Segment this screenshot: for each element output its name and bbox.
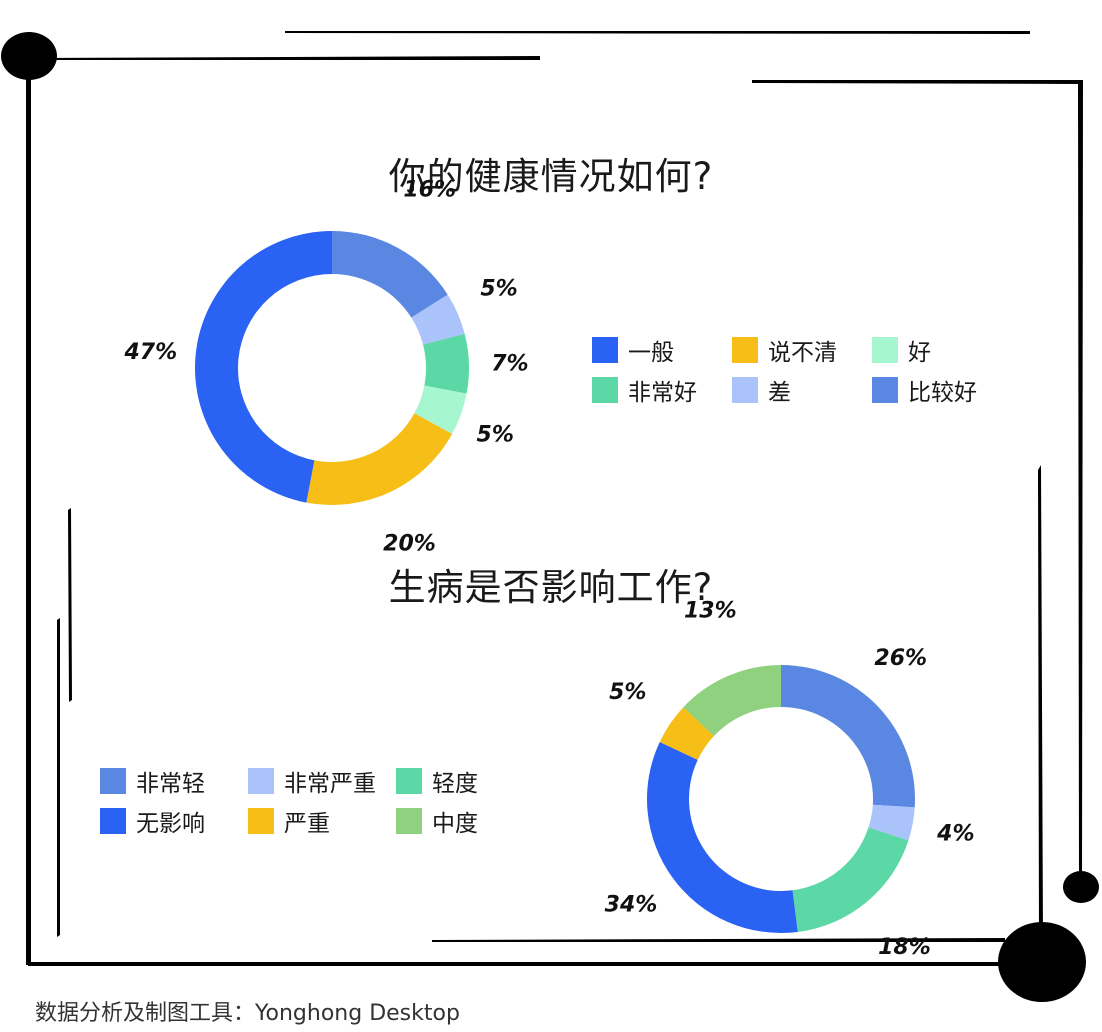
data-label-非常好: 7% (491, 351, 528, 376)
frame-stroke-right (1078, 80, 1083, 880)
legend-label: 差 (768, 380, 791, 406)
data-label-非常轻: 26% (874, 646, 927, 671)
legend-swatch (872, 377, 898, 403)
legend-swatch (100, 808, 126, 834)
donut-slice-一般 (194, 231, 332, 503)
legend-swatch (592, 337, 618, 363)
data-label-无影响: 34% (605, 893, 658, 918)
legend-swatch (396, 768, 422, 794)
legend-label: 严重 (284, 811, 330, 837)
legend-label: 非常好 (628, 380, 697, 406)
data-label-严重: 5% (609, 680, 646, 705)
frame-dot-top-left (1, 32, 57, 80)
legend-item: 轻度 (396, 767, 520, 797)
donut-slice-差 (411, 294, 465, 345)
donut-slice-无影响 (646, 741, 798, 933)
donut-slice-好 (414, 385, 467, 435)
legend-item: 严重 (248, 807, 396, 837)
frame-stroke-left-inner-1 (68, 508, 72, 702)
frame-stroke-top-left (30, 56, 540, 60)
legend-health: 一般 说不清 好非常好 差 比较好 (592, 336, 1012, 406)
data-label-非常严重: 4% (936, 821, 974, 846)
legend-item: 好 (872, 336, 1012, 366)
legend-swatch (100, 768, 126, 794)
legend-label: 说不清 (768, 340, 837, 366)
data-label-好: 5% (477, 423, 514, 448)
frame-stroke-bottom-inner (432, 938, 1005, 942)
legend-label: 非常严重 (284, 771, 376, 797)
data-label-中度: 13% (684, 599, 737, 624)
legend-label: 无影响 (136, 811, 205, 837)
legend-swatch (248, 808, 274, 834)
donut-slice-非常轻 (781, 665, 915, 808)
frame-stroke-top-right (752, 80, 1082, 84)
data-label-一般: 47% (123, 340, 177, 365)
legend-label: 轻度 (432, 771, 478, 797)
legend-label: 好 (908, 340, 931, 366)
legend-item: 中度 (396, 807, 520, 837)
frame-dot-bottom-right (998, 922, 1086, 1002)
data-label-说不清: 20% (383, 532, 436, 557)
donut-slice-中度 (683, 665, 781, 737)
footer-credit: 数据分析及制图工具：Yonghong Desktop (35, 1001, 460, 1026)
legend-item: 比较好 (872, 376, 1012, 406)
legend-item: 非常轻 (100, 767, 248, 797)
legend-item: 非常好 (592, 376, 732, 406)
chart-title-health: 你的健康情况如何? (388, 155, 714, 198)
legend-label: 非常轻 (136, 771, 205, 797)
donut-slice-非常好 (423, 333, 469, 394)
legend-work: 非常轻 非常严重 轻度无影响 严重 中度 (100, 767, 520, 837)
legend-item: 非常严重 (248, 767, 396, 797)
donut-slice-轻度 (792, 827, 909, 932)
donut-slice-比较好 (332, 231, 448, 318)
data-label-轻度: 18% (878, 935, 931, 960)
legend-swatch (732, 337, 758, 363)
frame-stroke-left-inner-2 (57, 618, 60, 937)
chart-title-work: 生病是否影响工作? (388, 566, 714, 609)
legend-swatch (872, 337, 898, 363)
frame-stroke-bottom (28, 962, 1040, 966)
legend-label: 一般 (628, 340, 674, 366)
frame-stroke-left (26, 58, 31, 965)
legend-swatch (248, 768, 274, 794)
legend-swatch (592, 377, 618, 403)
frame-stroke-right-inner (1038, 465, 1043, 942)
donut-slice-说不清 (306, 413, 453, 505)
donut-slice-严重 (659, 707, 714, 760)
legend-item: 一般 (592, 336, 732, 366)
legend-item: 差 (732, 376, 872, 406)
legend-item: 说不清 (732, 336, 872, 366)
legend-label: 比较好 (908, 380, 977, 406)
donut-slice-非常严重 (868, 804, 915, 841)
frame-stroke-top-thin (285, 31, 1030, 34)
data-label-比较好: 16% (403, 178, 456, 203)
legend-swatch (732, 377, 758, 403)
legend-label: 中度 (432, 811, 478, 837)
legend-swatch (396, 808, 422, 834)
legend-item: 无影响 (100, 807, 248, 837)
data-label-差: 5% (480, 277, 517, 302)
frame-dot-right (1063, 871, 1099, 903)
